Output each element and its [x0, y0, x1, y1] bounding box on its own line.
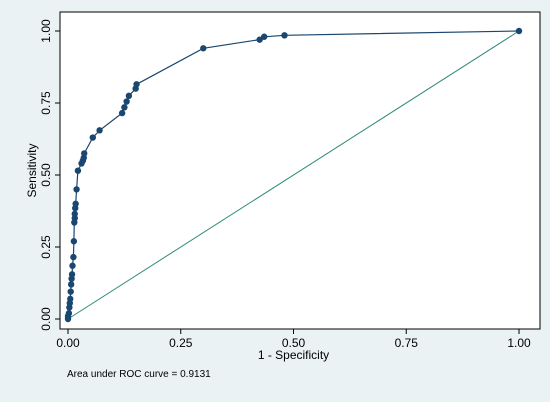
x-axis-label: 1 - Specificity — [258, 348, 329, 362]
roc-point — [71, 210, 78, 218]
y-axis-label: Sensitivity — [25, 143, 39, 197]
roc-point — [260, 33, 268, 40]
roc-point — [74, 167, 82, 174]
roc-point — [69, 262, 76, 269]
roc-point — [70, 253, 77, 261]
roc-point — [133, 81, 140, 88]
roc-point — [515, 27, 523, 35]
y-tick-label: 1.00 — [39, 19, 53, 43]
roc-point — [96, 127, 103, 134]
roc-point — [67, 281, 75, 288]
roc-point — [89, 134, 97, 141]
roc-point — [70, 238, 78, 245]
roc-point — [68, 271, 76, 278]
roc-point — [118, 109, 126, 117]
x-tick-label: 0.75 — [395, 336, 419, 350]
roc-point — [67, 295, 74, 303]
y-tick-label: 0.00 — [39, 307, 53, 331]
reference-line — [67, 30, 520, 320]
x-tick-label: 0.50 — [282, 336, 306, 350]
roc-point — [121, 104, 128, 111]
roc-point — [200, 45, 207, 52]
x-axis: 0.00 0.25 0.50 0.75 1.00 — [56, 329, 531, 350]
roc-point — [72, 200, 79, 207]
roc-point — [281, 32, 288, 39]
roc-point — [81, 150, 88, 157]
y-tick-label: 0.75 — [39, 91, 53, 115]
x-tick-label: 0.25 — [169, 336, 193, 350]
auc-note: Area under ROC curve = 0.9131 — [67, 369, 211, 380]
roc-point — [67, 288, 74, 295]
series-layer — [64, 27, 523, 323]
y-tick-label: 0.50 — [39, 163, 53, 187]
roc-point — [125, 92, 133, 100]
y-axis: 0.00 0.25 0.50 0.75 1.00 — [39, 19, 60, 331]
roc-point — [73, 186, 80, 193]
x-tick-label: 0.00 — [56, 336, 80, 350]
y-tick-label: 0.25 — [39, 235, 53, 259]
x-tick-label: 1.00 — [507, 336, 531, 350]
roc-point — [65, 310, 73, 317]
roc-point — [123, 98, 130, 105]
